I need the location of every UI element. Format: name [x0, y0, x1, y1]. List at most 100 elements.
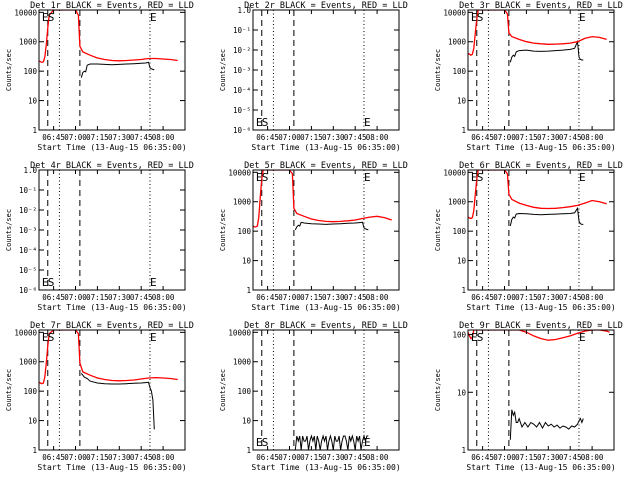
- marker-label-e: E: [256, 436, 263, 449]
- x-tick-label: 08:00: [581, 293, 604, 302]
- x-axis-label: Start Time (13-Aug-15 06:35:00): [37, 463, 186, 472]
- x-tick-label: 07:15: [515, 293, 538, 302]
- x-tick-label: 08:00: [366, 453, 389, 462]
- x-tick-label: 06:45: [42, 453, 65, 462]
- x-tick-label: 07:45: [344, 293, 367, 302]
- marker-label-e: E: [42, 331, 49, 344]
- x-axis-label: Start Time (13-Aug-15 06:35:00): [466, 463, 615, 472]
- y-tick-label: 1000: [448, 38, 467, 47]
- x-tick-label: 07:30: [322, 133, 345, 142]
- y-axis-label: Counts/sec: [5, 369, 13, 411]
- y-tick-label: 10000: [443, 168, 466, 177]
- x-tick-label: 07:45: [559, 133, 582, 142]
- x-axis-label: Start Time (13-Aug-15 06:35:00): [466, 303, 615, 312]
- y-axis-label: Counts/sec: [219, 209, 227, 251]
- y-tick-label: 100: [452, 331, 466, 340]
- x-tick-label: 07:15: [300, 453, 323, 462]
- y-axis-label: Counts/sec: [434, 49, 442, 91]
- x-tick-label: 08:00: [152, 133, 175, 142]
- x-tick-label: 06:45: [256, 133, 279, 142]
- y-tick-label: 10000: [14, 328, 37, 337]
- y-tick-label: 100: [237, 387, 251, 396]
- x-tick-label: 06:45: [471, 453, 494, 462]
- x-tick-label: 07:45: [344, 133, 367, 142]
- x-tick-label: 07:15: [300, 133, 323, 142]
- panel-title: Det 4r BLACK = Events, RED = LLD: [30, 161, 194, 171]
- panel-title: Det 8r BLACK = Events, RED = LLD: [244, 321, 408, 331]
- marker-label-e: E: [579, 171, 586, 184]
- y-tick-label: 1000: [233, 198, 252, 207]
- x-tick-label: 07:15: [86, 453, 109, 462]
- x-tick-label: 07:15: [515, 133, 538, 142]
- events-series-line: [509, 409, 584, 440]
- marker-label-s: S: [48, 331, 55, 344]
- x-axis-label: Start Time (13-Aug-15 06:35:00): [466, 143, 615, 152]
- x-tick-label: 07:00: [64, 453, 87, 462]
- marker-label-e: E: [150, 276, 157, 289]
- y-tick-label: 10: [242, 257, 252, 266]
- x-tick-label: 07:30: [537, 293, 560, 302]
- y-tick-label: 10000: [14, 8, 37, 17]
- plot-frame: [467, 9, 615, 131]
- x-tick-label: 08:00: [366, 293, 389, 302]
- marker-label-e: E: [364, 436, 371, 449]
- y-tick-label: 1: [246, 286, 251, 295]
- x-tick-label: 07:30: [537, 133, 560, 142]
- x-tick-label: 08:00: [152, 453, 175, 462]
- y-axis-label: Counts/sec: [434, 369, 442, 411]
- y-tick-label: 10000: [228, 328, 251, 337]
- marker-label-s: S: [477, 331, 484, 344]
- y-tick-label: 100: [237, 227, 251, 236]
- plot-frame: [38, 9, 186, 131]
- y-tick-label: 1: [246, 446, 251, 455]
- panel-title: Det 9r BLACK = Events, RED = LLD: [459, 321, 623, 331]
- marker-label-e: E: [42, 276, 49, 289]
- y-tick-label: 10: [28, 417, 38, 426]
- events-series-line: [80, 61, 155, 78]
- x-tick-label: 07:30: [322, 293, 345, 302]
- plot-frame: [38, 329, 186, 451]
- x-tick-label: 06:45: [471, 293, 494, 302]
- y-tick-label: 10⁻⁴: [19, 246, 37, 255]
- marker-label-e: E: [364, 171, 371, 184]
- events-series-line: [294, 221, 369, 231]
- x-tick-label: 07:45: [130, 453, 153, 462]
- y-tick-label: 10⁻²: [233, 46, 251, 55]
- x-tick-label: 07:45: [130, 133, 153, 142]
- marker-label-s: S: [262, 171, 269, 184]
- plot-frame: [467, 169, 615, 291]
- events-series-line: [294, 434, 369, 450]
- y-tick-label: 10000: [228, 168, 251, 177]
- marker-label-e: E: [471, 171, 478, 184]
- y-axis-label: Counts/sec: [5, 209, 13, 251]
- x-tick-label: 06:45: [256, 293, 279, 302]
- x-axis-label: Start Time (13-Aug-15 06:35:00): [37, 143, 186, 152]
- y-tick-label: 1.0: [23, 166, 37, 175]
- y-tick-label: 10⁻⁴: [233, 86, 251, 95]
- x-tick-label: 07:00: [278, 133, 301, 142]
- y-tick-label: 10⁻¹: [233, 26, 251, 35]
- y-tick-label: 10: [242, 417, 252, 426]
- y-tick-label: 10: [457, 388, 467, 397]
- y-tick-label: 10⁻⁵: [233, 106, 251, 115]
- x-tick-label: 07:00: [493, 453, 516, 462]
- x-tick-label: 07:15: [515, 453, 538, 462]
- x-tick-label: 07:00: [493, 293, 516, 302]
- events-series-line: [509, 39, 584, 63]
- panel-title: Det 3r BLACK = Events, RED = LLD: [459, 1, 623, 11]
- x-tick-label: 07:45: [130, 293, 153, 302]
- x-tick-label: 08:00: [152, 293, 175, 302]
- x-tick-label: 07:30: [108, 453, 131, 462]
- plot-frame: [38, 169, 186, 291]
- marker-label-s: S: [48, 11, 55, 24]
- y-tick-label: 10000: [443, 8, 466, 17]
- x-tick-label: 07:15: [300, 293, 323, 302]
- y-tick-label: 10: [28, 97, 38, 106]
- lld-series-line: [253, 170, 392, 228]
- panel-title: Det 2r BLACK = Events, RED = LLD: [244, 1, 408, 11]
